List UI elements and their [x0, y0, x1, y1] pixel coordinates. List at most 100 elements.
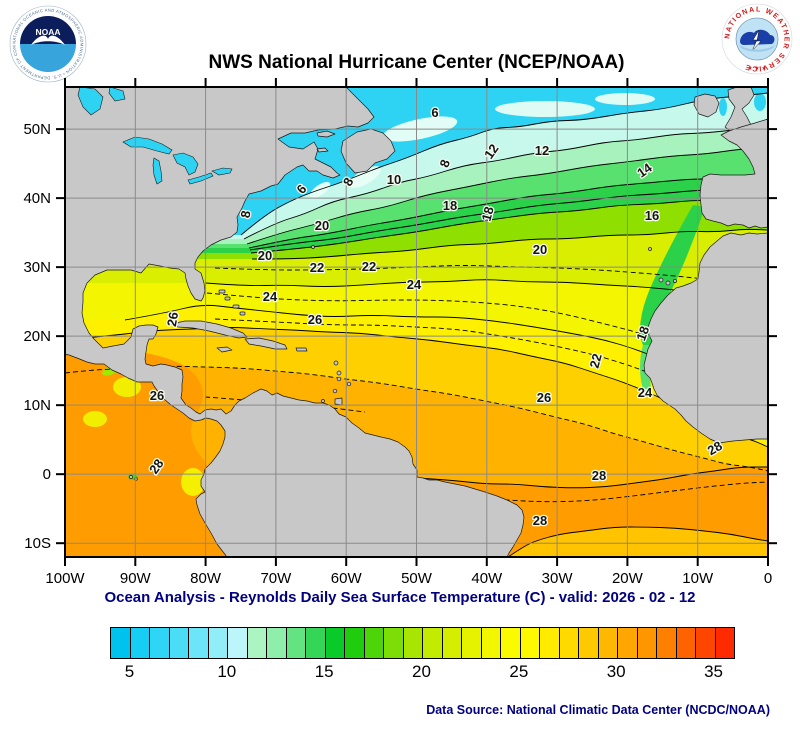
- colorbar-segment: [696, 628, 716, 658]
- island-atlantic-specks: [129, 245, 677, 481]
- lon-label: 0: [764, 570, 772, 587]
- landmass-anticosti: [316, 130, 336, 138]
- lon-label: 40W: [471, 570, 503, 587]
- colorbar-segment: [442, 628, 462, 658]
- lat-label: 40N: [23, 190, 51, 207]
- colorbar-segment: [403, 628, 423, 658]
- colorbar-segment: [130, 628, 150, 658]
- contour-label: 26: [150, 388, 164, 403]
- contour-label: 20: [258, 248, 272, 263]
- contour-label: 20: [533, 242, 547, 257]
- colorbar-segment: [150, 628, 170, 658]
- contour-label: 22: [587, 352, 605, 370]
- colorbar-label: 10: [217, 662, 237, 681]
- noaa-logo-label: NOAA: [35, 27, 60, 37]
- colorbar-label: 35: [704, 662, 723, 681]
- contour-label: 6: [431, 105, 438, 120]
- contour-label: 26: [537, 390, 551, 405]
- contour-label: 28: [592, 468, 606, 483]
- lon-label: 80W: [190, 570, 222, 587]
- colorbar-segment: [169, 628, 189, 658]
- colorbar-segment: [501, 628, 521, 658]
- lake-michigan: [152, 157, 163, 185]
- contour-line-25: [214, 318, 769, 426]
- island-bahamas: [218, 289, 246, 316]
- contour-label: 24: [407, 277, 422, 292]
- contour-line-21: [214, 265, 769, 286]
- colorbar-segment: [384, 628, 404, 658]
- colorbar-label: 25: [509, 662, 529, 681]
- colorbar-segment: [715, 628, 734, 658]
- source-credit: Data Source: National Climatic Data Cent…: [426, 703, 770, 717]
- contour-label: 16: [645, 208, 659, 223]
- contour-line-10: [243, 126, 769, 240]
- contour-label: 28: [533, 513, 547, 528]
- colorbar: [110, 627, 735, 659]
- island-cuba: [170, 320, 248, 339]
- lon-label: 50W: [401, 570, 433, 587]
- colorbar-segment: [657, 628, 677, 658]
- map-caption: Ocean Analysis - Reynolds Daily Sea Surf…: [104, 589, 696, 606]
- colorbar-segment: [228, 628, 248, 658]
- james-bay: [77, 86, 104, 116]
- contour-line-28: [507, 526, 769, 558]
- colorbar-segment: [325, 628, 345, 658]
- axis-ticks: [56, 78, 777, 566]
- inland-water: [77, 86, 233, 185]
- lon-label: 70W: [260, 570, 292, 587]
- noaa-logo-sea: [20, 44, 76, 72]
- colorbar-label: 20: [412, 662, 431, 681]
- contour-line-8: [240, 92, 769, 236]
- lat-label: 50N: [23, 121, 51, 138]
- lat-label: 10N: [23, 397, 51, 414]
- island-lesser-antilles: [321, 360, 352, 403]
- colorbar-segment: [520, 628, 540, 658]
- colorbar-segment: [364, 628, 384, 658]
- island-jamaica: [216, 346, 233, 353]
- contour-label: 18: [443, 198, 457, 213]
- colorbar-segment: [247, 628, 267, 658]
- colorbar-segment: [618, 628, 638, 658]
- colorbar-labels: 5 10 15 20 25 30 35: [110, 662, 733, 686]
- lat-label: 10S: [24, 535, 51, 552]
- colorbar-label: 15: [314, 662, 334, 681]
- lon-label: 30W: [542, 570, 574, 587]
- colorbar-segment: [676, 628, 696, 658]
- contour-line-20: [251, 228, 769, 260]
- grid-lines: [64, 87, 769, 557]
- colorbar-segment: [462, 628, 482, 658]
- hudson-bay-inlet: [108, 86, 126, 102]
- colorbar-segment: [267, 628, 287, 658]
- colorbar-segment: [481, 628, 501, 658]
- landmass-africa: [643, 232, 769, 444]
- contour-line-22: [204, 279, 769, 301]
- contour-label: 10: [387, 172, 401, 187]
- colorbar-segment: [208, 628, 228, 658]
- lon-label: 90W: [120, 570, 152, 587]
- contour-line-18: [250, 197, 769, 254]
- contour-label: 26: [308, 312, 322, 327]
- contour-label: 26: [164, 311, 181, 328]
- landmass-france-iberia: [699, 118, 769, 229]
- colorbar-segment: [111, 628, 131, 658]
- colorbar-segment: [559, 628, 579, 658]
- lat-label: 30N: [23, 259, 51, 276]
- colorbar-segment: [189, 628, 209, 658]
- contour-line-28: [416, 466, 768, 489]
- colorbar-segment: [540, 628, 560, 658]
- nws-stars: ★ ★ ★: [747, 65, 766, 72]
- lon-label: 60W: [331, 570, 363, 587]
- colorbar-segment: [637, 628, 657, 658]
- contour-label: 24: [263, 289, 278, 304]
- landmass-ireland: [693, 93, 720, 118]
- contour-line-16: [249, 186, 769, 251]
- landmass-pei: [316, 147, 329, 153]
- axis-labels: 100W 90W 80W 70W 60W 50W 40W 30W 20W 10W 0 50N 40N 30…: [23, 121, 772, 587]
- contour-label: 18: [633, 324, 652, 343]
- page-title: NWS National Hurricane Center (NCEP/NOAA…: [208, 52, 625, 73]
- colorbar-label: 30: [606, 662, 626, 681]
- lon-label: 100W: [45, 570, 85, 587]
